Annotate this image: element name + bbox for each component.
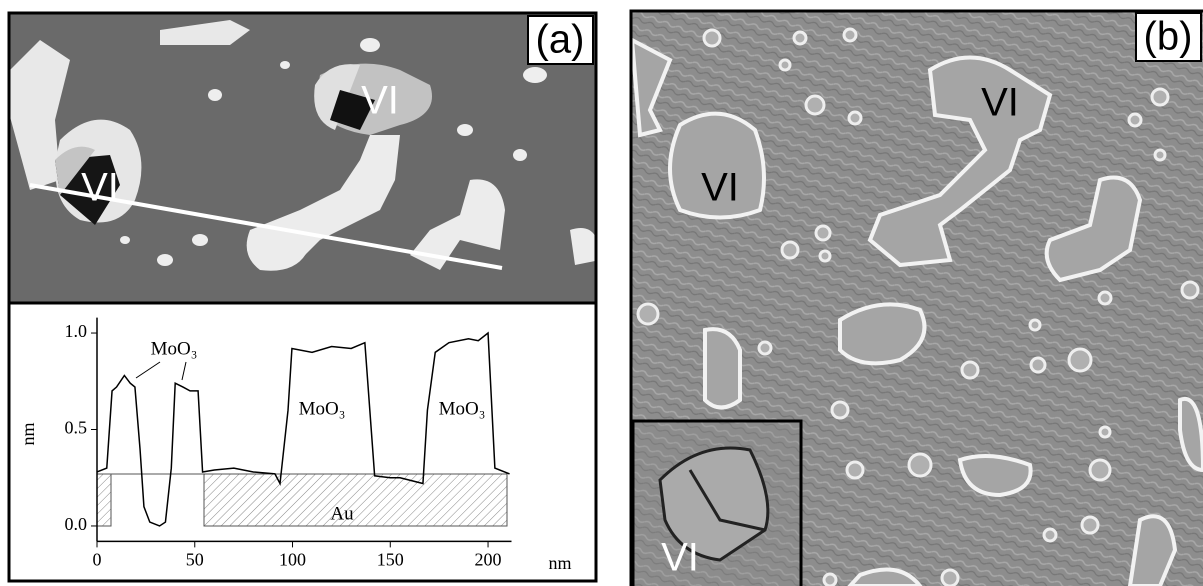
inset-image — [634, 422, 800, 586]
annotation: Au — [330, 503, 354, 524]
x-tick-label: 50 — [186, 550, 204, 570]
annotation: MoO₃ — [151, 338, 198, 359]
panel-label: (a) — [536, 18, 585, 62]
y-axis-label: nm — [18, 422, 38, 445]
stm-image-a — [0, 14, 600, 302]
x-tick-label: 200 — [475, 550, 502, 570]
panel-label: (b) — [1144, 15, 1193, 59]
figure: VI VI (a) 0 50 100 150 200 0.0 0.5 1.0 MoO₃ MoO… — [0, 0, 1203, 586]
y-tick-label: 0.5 — [65, 418, 88, 438]
marker: VI — [81, 166, 119, 210]
annotation: MoO₃ — [299, 398, 346, 419]
x-axis-label: nm — [548, 553, 571, 573]
marker: VI — [981, 81, 1019, 125]
x-tick-label: 0 — [93, 550, 102, 570]
marker: VI — [361, 79, 399, 123]
y-tick-label: 0.0 — [65, 514, 88, 534]
y-tick-label: 1.0 — [65, 321, 88, 341]
x-tick-label: 100 — [279, 550, 306, 570]
marker: VI — [661, 536, 699, 580]
annotation: MoO₃ — [439, 398, 486, 419]
marker: VI — [701, 166, 739, 210]
x-tick-label: 150 — [377, 550, 404, 570]
